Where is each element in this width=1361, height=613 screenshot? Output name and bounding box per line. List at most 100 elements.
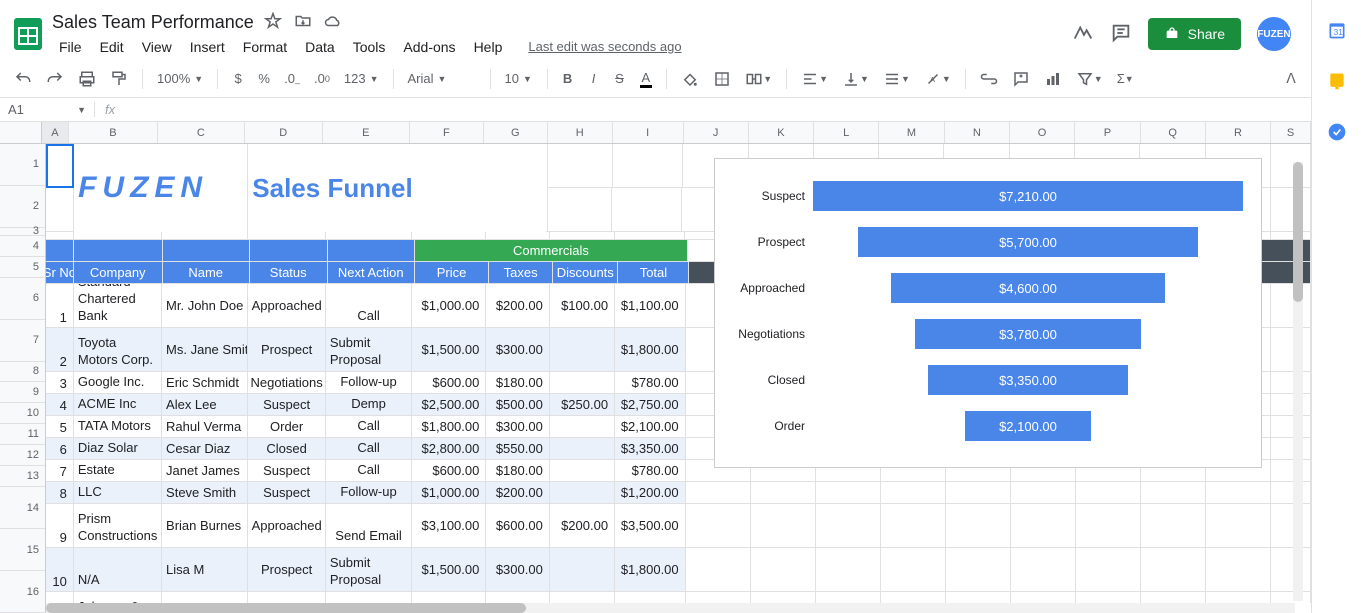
table-cell[interactable]: $600.00 — [486, 504, 549, 548]
table-cell[interactable]: Ms. Jane Smith — [162, 328, 248, 372]
table-cell[interactable]: 8 — [46, 482, 74, 504]
table-cell[interactable]: $780.00 — [615, 460, 686, 482]
table-cell[interactable]: $780.00 — [615, 372, 686, 394]
commercials-header[interactable]: Commercials — [415, 240, 687, 262]
horizontal-scrollbar[interactable] — [46, 603, 1295, 613]
h-align-button[interactable]: ▼ — [795, 66, 834, 92]
star-icon[interactable] — [264, 12, 282, 33]
row-header-14[interactable]: 14 — [0, 487, 45, 529]
menu-data[interactable]: Data — [298, 35, 342, 59]
table-cell[interactable]: Closed — [248, 438, 325, 460]
menu-view[interactable]: View — [135, 35, 179, 59]
menu-add-ons[interactable]: Add-ons — [396, 35, 462, 59]
row-header-8[interactable]: 8 — [0, 362, 45, 383]
table-cell[interactable]: 11 — [46, 592, 74, 603]
cloud-icon[interactable] — [324, 12, 342, 33]
table-cell[interactable]: $2,800.00 — [412, 438, 486, 460]
row-header-3[interactable]: 3 — [0, 228, 45, 236]
table-cell[interactable]: $1,500.00 — [412, 548, 486, 592]
table-cell[interactable] — [550, 372, 615, 394]
col-header-discounts[interactable]: Discounts — [553, 262, 619, 284]
vertical-scrollbar[interactable] — [1293, 162, 1303, 601]
table-cell[interactable]: $2,100.00 — [615, 416, 686, 438]
table-cell[interactable]: $1,800.00 — [615, 328, 686, 372]
menu-insert[interactable]: Insert — [183, 35, 232, 59]
table-cell[interactable]: Alex Lee — [162, 394, 248, 416]
table-cell[interactable]: $3,350.00 — [615, 438, 686, 460]
filter-button[interactable]: ▼ — [1070, 66, 1109, 92]
column-header-F[interactable]: F — [410, 122, 484, 143]
table-cell[interactable]: $200.00 — [486, 482, 549, 504]
column-header-S[interactable]: S — [1271, 122, 1311, 143]
redo-button[interactable] — [40, 66, 70, 92]
menu-tools[interactable]: Tools — [346, 35, 393, 59]
print-button[interactable] — [72, 66, 102, 92]
table-cell[interactable] — [550, 548, 615, 592]
tasks-addon-icon[interactable] — [1327, 122, 1347, 145]
table-cell[interactable]: $250.00 — [550, 394, 615, 416]
table-cell[interactable]: Follow-up — [326, 482, 412, 504]
undo-button[interactable] — [8, 66, 38, 92]
chart-button[interactable] — [1038, 66, 1068, 92]
table-cell[interactable]: Meeting — [326, 592, 412, 603]
table-cell[interactable]: JJ Real Estate — [74, 460, 162, 482]
increase-decimal-button[interactable]: .00 — [308, 67, 336, 90]
table-cell[interactable]: Submit Proposal — [326, 548, 412, 592]
table-cell[interactable]: Call — [326, 416, 412, 438]
table-cell[interactable]: Submit Proposal — [326, 328, 412, 372]
table-cell[interactable]: Standard Chartered Bank — [74, 284, 162, 328]
column-header-C[interactable]: C — [158, 122, 245, 143]
menu-edit[interactable]: Edit — [93, 35, 131, 59]
table-cell[interactable]: 3 — [46, 372, 74, 394]
table-cell[interactable]: Janet James — [162, 460, 248, 482]
row-header-10[interactable]: 10 — [0, 403, 45, 424]
table-cell[interactable]: $300.00 — [486, 416, 549, 438]
table-cell[interactable]: Toyota Motors Corp. — [74, 328, 162, 372]
menu-file[interactable]: File — [52, 35, 89, 59]
table-cell[interactable]: 5 — [46, 416, 74, 438]
column-header-D[interactable]: D — [245, 122, 323, 143]
table-cell[interactable]: $300.00 — [486, 548, 549, 592]
table-cell[interactable]: $600.00 — [412, 372, 486, 394]
table-cell[interactable]: $2,500.00 — [412, 394, 486, 416]
row-header-7[interactable]: 7 — [0, 320, 45, 362]
table-cell[interactable]: Approached — [248, 284, 325, 328]
column-header-I[interactable]: I — [613, 122, 684, 143]
table-cell[interactable] — [550, 328, 615, 372]
row-header-11[interactable]: 11 — [0, 424, 45, 445]
table-cell[interactable]: $180.00 — [486, 592, 549, 603]
link-button[interactable] — [974, 66, 1004, 92]
activity-icon[interactable] — [1072, 22, 1094, 47]
table-cell[interactable]: Lisa M — [162, 548, 248, 592]
table-cell[interactable]: 1 — [46, 284, 74, 328]
sheets-logo-icon[interactable] — [8, 14, 48, 54]
menu-format[interactable]: Format — [236, 35, 294, 59]
table-cell[interactable]: $1,800.00 — [615, 548, 686, 592]
share-button[interactable]: Share — [1148, 18, 1241, 50]
menu-help[interactable]: Help — [467, 35, 510, 59]
table-cell[interactable]: $180.00 — [486, 460, 549, 482]
table-cell[interactable] — [550, 592, 615, 603]
row-header-1[interactable]: 1 — [0, 144, 45, 186]
currency-button[interactable]: $ — [226, 67, 250, 90]
col-header-name[interactable]: Name — [163, 262, 250, 284]
bold-button[interactable]: B — [556, 67, 580, 90]
col-header-next-action[interactable]: Next Action — [328, 262, 415, 284]
table-cell[interactable]: 4 — [46, 394, 74, 416]
column-header-K[interactable]: K — [749, 122, 814, 143]
table-cell[interactable]: $180.00 — [486, 372, 549, 394]
row-header-15[interactable]: 15 — [0, 529, 45, 571]
table-cell[interactable]: Suspect — [248, 460, 325, 482]
col-header-price[interactable]: Price — [415, 262, 489, 284]
table-cell[interactable]: Prospect — [248, 328, 325, 372]
table-cell[interactable]: ACME Inc — [74, 394, 162, 416]
document-title[interactable]: Sales Team Performance — [52, 12, 254, 33]
table-cell[interactable]: $1,200.00 — [615, 482, 686, 504]
table-cell[interactable]: 9 — [46, 504, 74, 548]
table-cell[interactable]: Rahul Verma — [162, 416, 248, 438]
fill-color-button[interactable] — [675, 66, 705, 92]
table-cell[interactable]: $2,750.00 — [615, 394, 686, 416]
column-header-E[interactable]: E — [323, 122, 410, 143]
row-header-4[interactable]: 4 — [0, 236, 45, 257]
keep-addon-icon[interactable] — [1327, 71, 1347, 94]
